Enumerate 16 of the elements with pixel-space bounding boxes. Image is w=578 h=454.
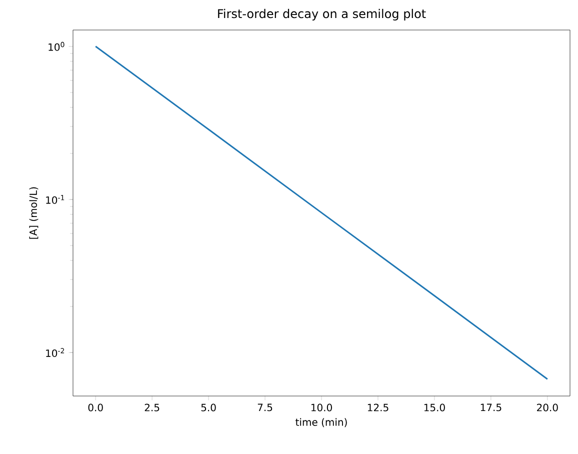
x-tick-label: 7.5 xyxy=(258,404,272,412)
chart-title: First-order decay on a semilog plot xyxy=(218,8,426,21)
x-tick-label: 0.0 xyxy=(88,404,103,412)
y-axis-title: [A] (mol/L) xyxy=(29,187,38,239)
x-tick-label: 15.0 xyxy=(424,404,445,412)
y-tick-label: 10$^{-2}$ xyxy=(46,348,64,358)
x-tick-label: 17.5 xyxy=(480,404,502,412)
x-tick-label: 10.0 xyxy=(311,404,332,412)
x-tick-label: 5.0 xyxy=(201,404,216,412)
x-tick-label: 12.5 xyxy=(368,404,388,412)
x-tick-label: 2.5 xyxy=(144,404,160,412)
x-tick-label: 20.0 xyxy=(537,404,558,412)
y-tick-label: 10$^{0}$ xyxy=(48,42,64,51)
y-tick-label: 10$^{-1}$ xyxy=(46,195,64,204)
line-series xyxy=(94,46,548,380)
x-axis-title: time (min) xyxy=(296,418,347,428)
